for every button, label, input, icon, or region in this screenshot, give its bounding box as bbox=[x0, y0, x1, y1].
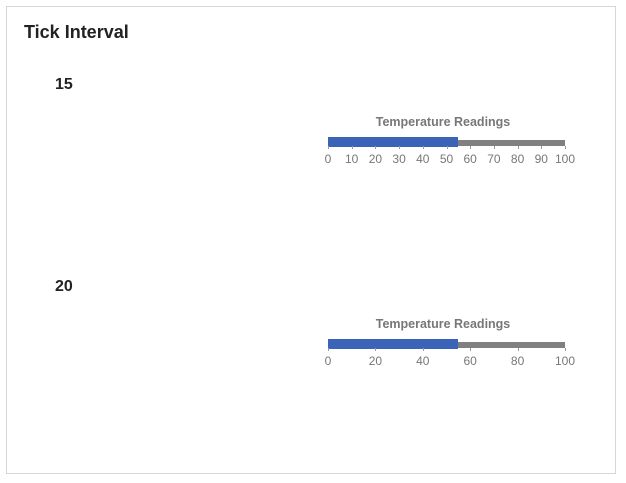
gauge-tick-label: 20 bbox=[368, 354, 383, 368]
gauge-tick bbox=[328, 348, 329, 351]
gauge-tick bbox=[517, 146, 519, 149]
gauge-title: Temperature Readings bbox=[375, 115, 511, 129]
gauge-track bbox=[328, 339, 566, 351]
gauge-tick-label: 80 bbox=[510, 152, 525, 166]
gauge-tick-label: 0 bbox=[324, 354, 332, 368]
gauge-tick-label: 60 bbox=[463, 354, 477, 368]
section-label-1: 15 bbox=[55, 76, 73, 93]
gauge-tick bbox=[565, 146, 566, 149]
gauge-tick-label: 20 bbox=[368, 152, 383, 166]
gauge-tick-label: 30 bbox=[392, 152, 406, 166]
gauge-tick bbox=[541, 146, 543, 149]
gauge-tick-label: 100 bbox=[554, 354, 576, 368]
gauge-tick-label: 70 bbox=[487, 152, 501, 166]
gauge-track bbox=[328, 137, 566, 149]
gauge-tick-label: 90 bbox=[534, 152, 548, 166]
gauge-tick bbox=[470, 348, 472, 351]
gauge-tick bbox=[422, 348, 424, 351]
gauge-value-bar bbox=[328, 339, 459, 349]
gauge-tick bbox=[399, 146, 401, 149]
gauge-tick bbox=[446, 146, 448, 149]
gauge-tick bbox=[493, 146, 495, 149]
gauge-title: Temperature Readings bbox=[375, 317, 511, 331]
gauge-tick bbox=[375, 348, 377, 351]
linear-gauge-1: Temperature Readings 0 10 20 30 40 50 60 70 80 90… bbox=[319, 115, 575, 175]
gauge-tick bbox=[351, 146, 353, 149]
gauge-tick bbox=[422, 146, 424, 149]
gauge-tick bbox=[470, 146, 472, 149]
gauge-tick-label: 40 bbox=[416, 152, 430, 166]
gauge-value-bar bbox=[328, 137, 459, 147]
gauge-tick-label: 100 bbox=[554, 152, 576, 166]
linear-gauge-2: Temperature Readings 0 20 40 60 80 100 bbox=[319, 317, 575, 377]
gauge-tick-label: 10 bbox=[345, 152, 359, 166]
gauge-tick-label: 60 bbox=[463, 152, 477, 166]
gauge-tick bbox=[375, 146, 377, 149]
gauge-tick-label: 80 bbox=[510, 354, 525, 368]
gauge-tick bbox=[565, 348, 566, 351]
gauge-tick-label: 50 bbox=[439, 152, 454, 166]
gauge-tick bbox=[517, 348, 519, 351]
gauge-tick-label: 40 bbox=[416, 354, 430, 368]
section-label-2: 20 bbox=[55, 278, 73, 295]
gauge-tick bbox=[328, 146, 329, 149]
page-title: Tick Interval bbox=[24, 22, 129, 42]
gauge-tick-label: 0 bbox=[324, 152, 332, 166]
